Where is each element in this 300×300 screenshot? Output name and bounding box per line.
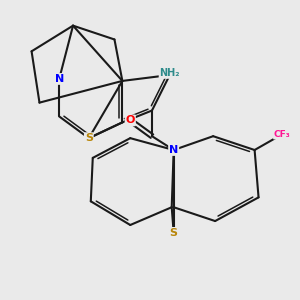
Text: S: S [170,228,178,238]
Text: NH₂: NH₂ [160,68,180,78]
Text: O: O [126,116,135,125]
Text: N: N [55,74,64,84]
Text: S: S [85,133,93,143]
Text: N: N [169,145,178,155]
Text: CF₃: CF₃ [274,130,291,139]
